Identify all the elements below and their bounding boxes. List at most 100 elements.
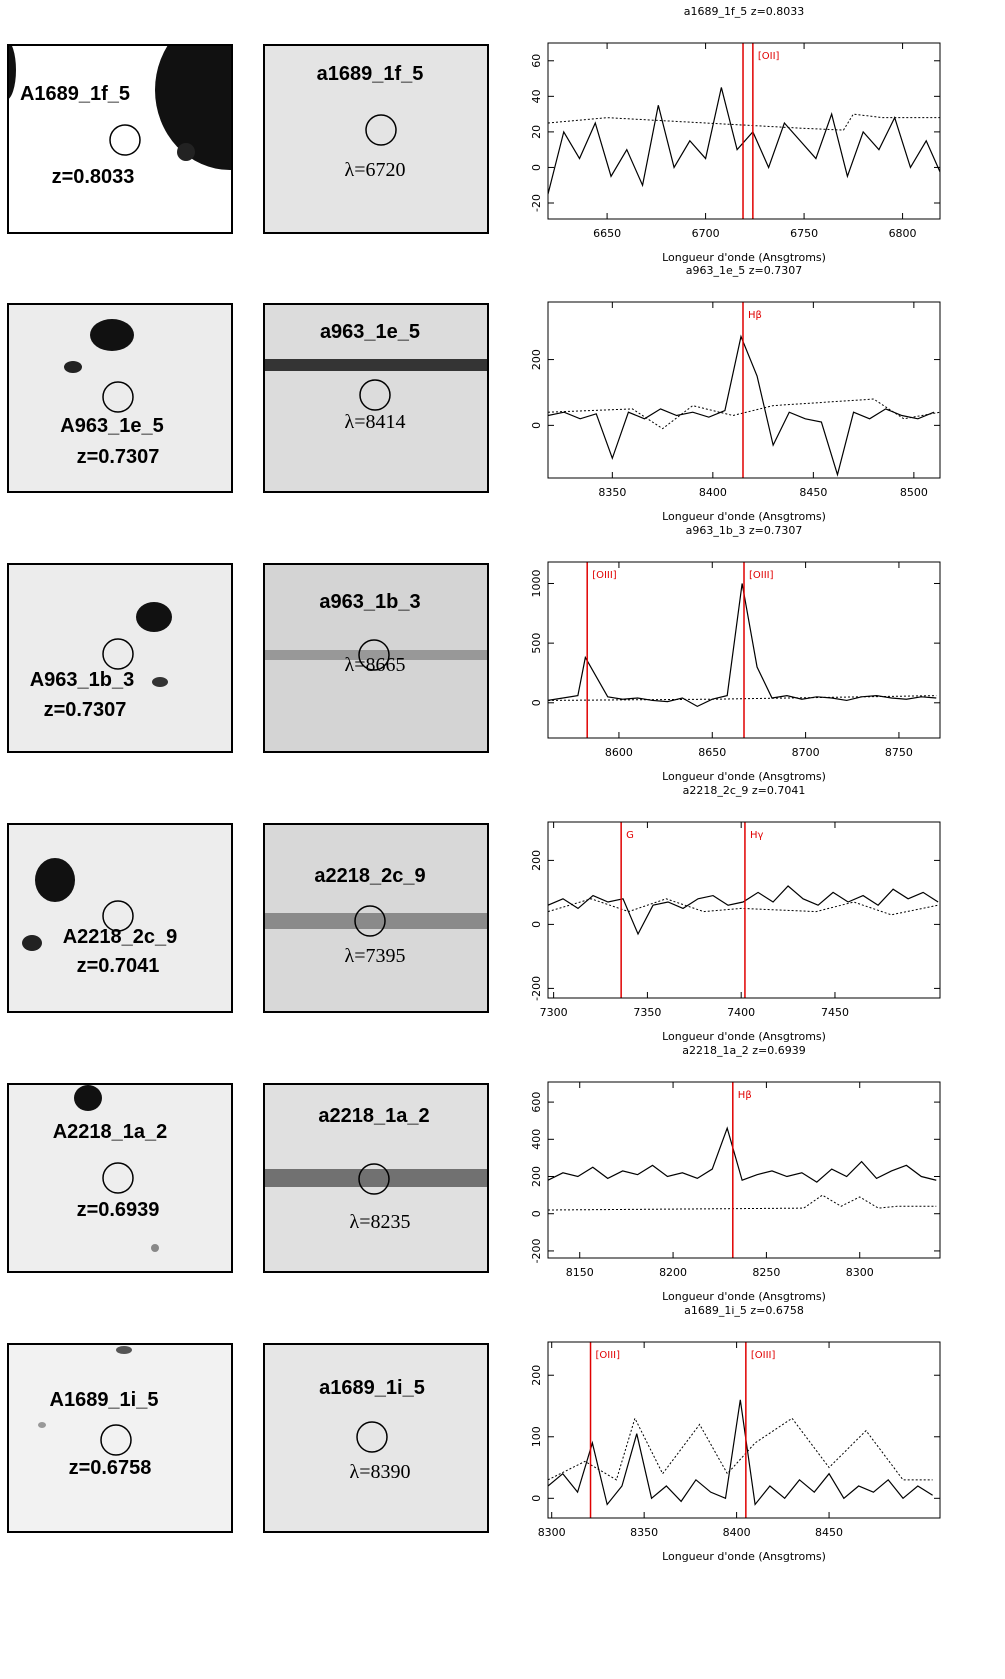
x-tick-label: 8600 [605,746,633,759]
panel-bg [8,564,232,752]
source-circle [359,379,391,411]
galaxy [152,677,168,687]
x-tick-label: 8750 [885,746,913,759]
x-tick-label: 6650 [593,227,621,240]
y-tick-label: 1000 [530,569,543,597]
x-tick-label: 8350 [630,1526,658,1539]
plot-frame [547,1081,941,1259]
plot-area [548,885,939,936]
slit-panel [264,824,488,1012]
x-tick-label: 7300 [540,1006,568,1019]
panel-frame [7,823,233,1013]
plot-area [548,583,937,708]
y-tick-label: 0 [530,1210,543,1217]
y-tick-label: -200 [530,1238,543,1263]
x-tick-label: 8450 [815,1526,843,1539]
y-tick-label: 0 [530,1495,543,1502]
slit-panel [264,45,488,233]
x-tick-label: 8200 [659,1266,687,1279]
panel-frame [7,44,233,234]
object-spectrum [548,334,935,477]
y-tick-label: 0 [530,699,543,706]
x-tick-label: 8450 [799,486,827,499]
object-spectrum [548,885,939,936]
plot-area [548,334,940,477]
spectrum-trace [264,359,488,371]
plot-area [548,87,940,195]
x-tick-label: 8350 [598,486,626,499]
redshift-label: z=0.7307 [77,446,160,468]
image-label: A963_1e_5 [60,415,163,437]
image-panel [8,1084,232,1272]
object-spectrum [548,1399,933,1506]
panel-frame [263,563,489,753]
x-axis-label: Longueur d'onde (Ansgtroms) [662,1290,826,1303]
y-tick-label: 20 [530,125,543,139]
x-tick-label: 8650 [698,746,726,759]
slit-label: a2218_2c_9 [314,865,425,887]
x-axis-label: Longueur d'onde (Ansgtroms) [662,1550,826,1563]
galaxy [8,45,16,100]
panel-frame [7,1083,233,1273]
image-panel [8,564,232,752]
sky-spectrum [548,398,940,430]
source-circle [358,639,390,671]
panel-frame [7,563,233,753]
plot-frame [547,1341,941,1519]
x-tick-label: 8700 [792,746,820,759]
line-label: [OIII] [749,570,774,581]
panel-bg [8,824,232,1012]
x-tick-label: 6750 [790,227,818,240]
slit-label: a2218_1a_2 [318,1105,429,1127]
x-tick-label: 8250 [752,1266,780,1279]
x-axis-label: Longueur d'onde (Ansgtroms) [662,510,826,523]
slit-label: a1689_1f_5 [317,63,424,85]
galaxy [90,319,134,351]
x-tick-label: 6700 [692,227,720,240]
object-spectrum [548,583,937,708]
chart-title: a963_1b_3 z=0.7307 [686,524,803,537]
line-label: [OIII] [751,1350,776,1361]
y-tick-label: 200 [530,1365,543,1386]
image-label: A2218_2c_9 [63,926,178,948]
galaxy [35,858,75,902]
slit-panel [264,1084,488,1272]
source-circle [358,1163,390,1195]
image-panel [8,824,232,1012]
line-label: Hβ [748,310,762,321]
slit-label: a963_1b_3 [319,591,420,613]
spectrum-trace [264,650,488,660]
slit-label: a1689_1i_5 [319,1377,425,1399]
galaxy [38,1422,46,1428]
source-circle [100,1424,132,1456]
line-label: [OIII] [596,1350,621,1361]
y-tick-label: -20 [530,194,543,212]
sky-spectrum [548,898,939,916]
y-tick-label: 400 [530,1129,543,1150]
source-circle [354,905,386,937]
chart-title: a963_1e_5 z=0.7307 [686,264,802,277]
y-tick-label: 60 [530,54,543,68]
x-tick-label: 8150 [566,1266,594,1279]
redshift-label: z=0.7041 [77,955,160,977]
chart-title: a1689_1f_5 z=0.8033 [684,5,805,18]
panel-bg [8,1344,232,1532]
chart-title: a2218_1a_2 z=0.6939 [682,1044,805,1057]
redshift-label: z=0.6758 [69,1457,152,1479]
panel-bg [264,304,488,492]
redshift-label: z=0.6939 [77,1199,160,1221]
galaxy [64,361,82,373]
galaxy [116,1346,132,1354]
wavelength-label: λ=7395 [345,945,406,967]
panel-frame [263,44,489,234]
plot-frame [547,42,941,220]
source-circle [102,900,134,932]
y-tick-label: 100 [530,1426,543,1447]
panel-frame [263,823,489,1013]
x-tick-label: 8500 [900,486,928,499]
sky-spectrum [548,1194,937,1211]
image-label: A1689_1f_5 [20,83,130,105]
sky-spectrum [548,113,940,131]
y-tick-label: 600 [530,1092,543,1113]
